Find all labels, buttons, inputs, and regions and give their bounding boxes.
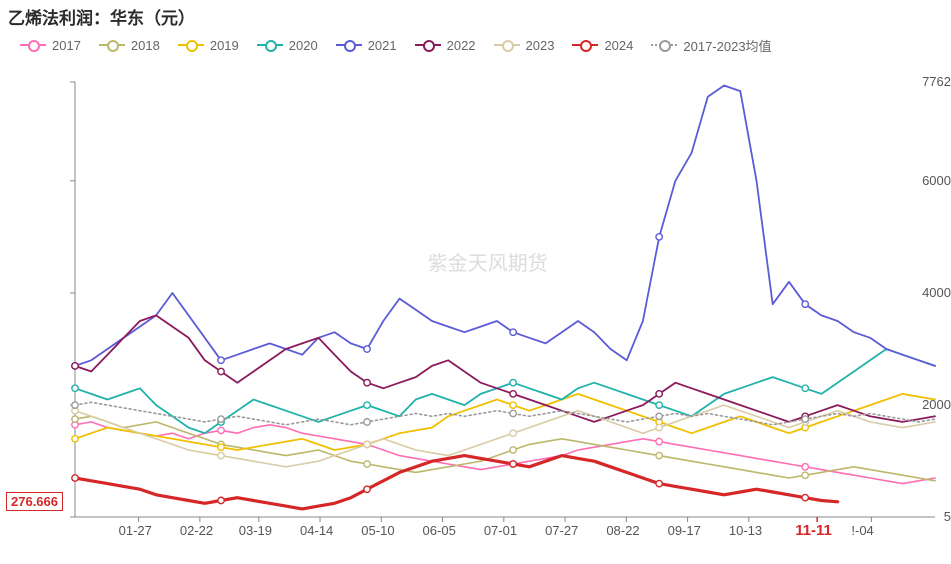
y-tick-label: 6000	[888, 173, 951, 188]
legend-item-2017[interactable]: 2017	[20, 38, 81, 53]
series-2024	[75, 456, 838, 509]
x-tick-label: 08-22	[606, 523, 639, 538]
current-x-label: 11-11	[795, 522, 832, 539]
legend-item-2023[interactable]: 2023	[494, 38, 555, 53]
series-2022	[75, 315, 935, 422]
y-tick-label: 7762	[888, 74, 951, 89]
legend-item-2021[interactable]: 2021	[336, 38, 397, 53]
y-tick-label: 5	[888, 509, 951, 524]
value-callout: 276.666	[6, 492, 63, 511]
series-2021	[75, 86, 935, 366]
plot-area: 紫金天风期货 52000400060007762 01-2702-2203-19…	[0, 62, 951, 559]
x-tick-label: 09-17	[668, 523, 701, 538]
x-tick-label: 10-13	[729, 523, 762, 538]
x-tick-label: 02-22	[180, 523, 213, 538]
legend: 2017 2018 2019 2020 2021 2022 2023 2024 2017-202…	[20, 30, 941, 60]
legend-label: 2017	[52, 38, 81, 53]
y-tick-label: 4000	[888, 285, 951, 300]
legend-item-2017-2023均值[interactable]: 2017-2023均值	[651, 36, 771, 55]
legend-label: 2018	[131, 38, 160, 53]
legend-item-2019[interactable]: 2019	[178, 38, 239, 53]
y-tick-label: 2000	[888, 397, 951, 412]
x-tick-label: 01-27	[119, 523, 152, 538]
x-tick-label: 04-14	[300, 523, 333, 538]
x-tick-label: !-04	[851, 523, 873, 538]
legend-label: 2023	[526, 38, 555, 53]
legend-label: 2017-2023均值	[683, 36, 771, 55]
legend-item-2020[interactable]: 2020	[257, 38, 318, 53]
x-tick-label: 07-27	[545, 523, 578, 538]
legend-label: 2020	[289, 38, 318, 53]
x-tick-label: 03-19	[239, 523, 272, 538]
legend-label: 2024	[604, 38, 633, 53]
legend-item-2022[interactable]: 2022	[415, 38, 476, 53]
legend-label: 2022	[447, 38, 476, 53]
x-tick-label: 06-05	[423, 523, 456, 538]
chart-title: 乙烯法利润：华东（元）	[8, 4, 195, 29]
x-tick-label: 05-10	[361, 523, 394, 538]
legend-label: 2021	[368, 38, 397, 53]
legend-item-2024[interactable]: 2024	[572, 38, 633, 53]
legend-label: 2019	[210, 38, 239, 53]
legend-item-2018[interactable]: 2018	[99, 38, 160, 53]
x-tick-label: 07-01	[484, 523, 517, 538]
chart-svg	[0, 62, 951, 559]
